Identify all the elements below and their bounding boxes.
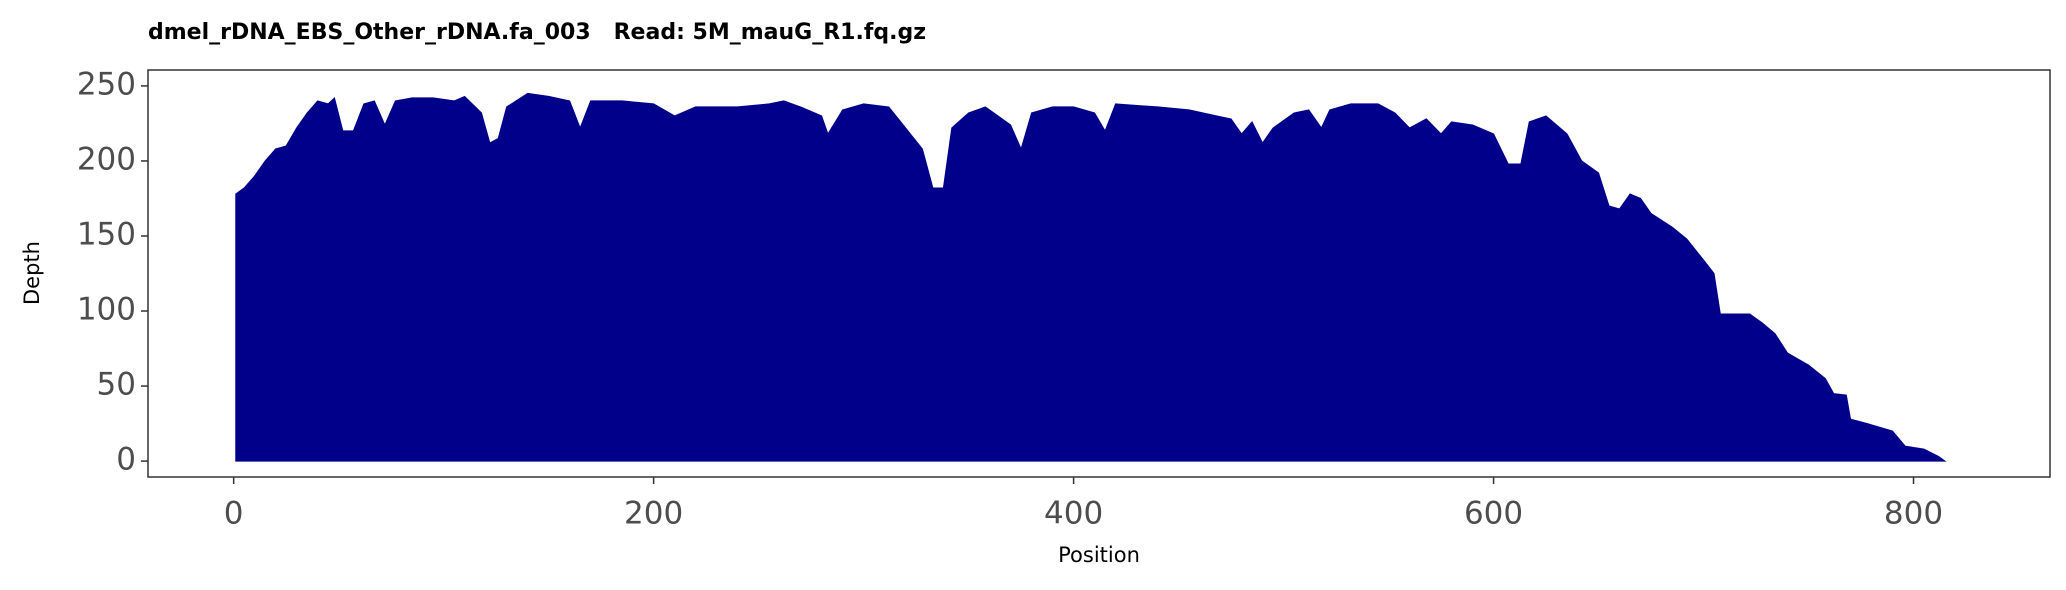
y-tick-label: 200	[77, 141, 136, 177]
chart-title: dmel_rDNA_EBS_Other_rDNA.fa_003 Read: 5M…	[148, 20, 926, 45]
x-axis-title: Position	[1058, 543, 1140, 567]
x-tick-label: 400	[1044, 496, 1103, 532]
y-tick-label: 100	[77, 292, 136, 328]
y-tick-label: 250	[77, 66, 136, 102]
x-tick-label: 200	[624, 496, 683, 532]
x-tick-label: 800	[1884, 496, 1943, 532]
x-tick-label: 600	[1464, 496, 1523, 532]
y-axis-title: Depth	[20, 241, 44, 305]
y-tick-label: 0	[116, 442, 136, 478]
depth-area	[235, 92, 1947, 462]
y-tick-label: 150	[77, 216, 136, 252]
y-tick-label: 50	[97, 367, 136, 403]
plot-border	[147, 69, 2051, 478]
x-tick-label: 0	[224, 496, 244, 532]
